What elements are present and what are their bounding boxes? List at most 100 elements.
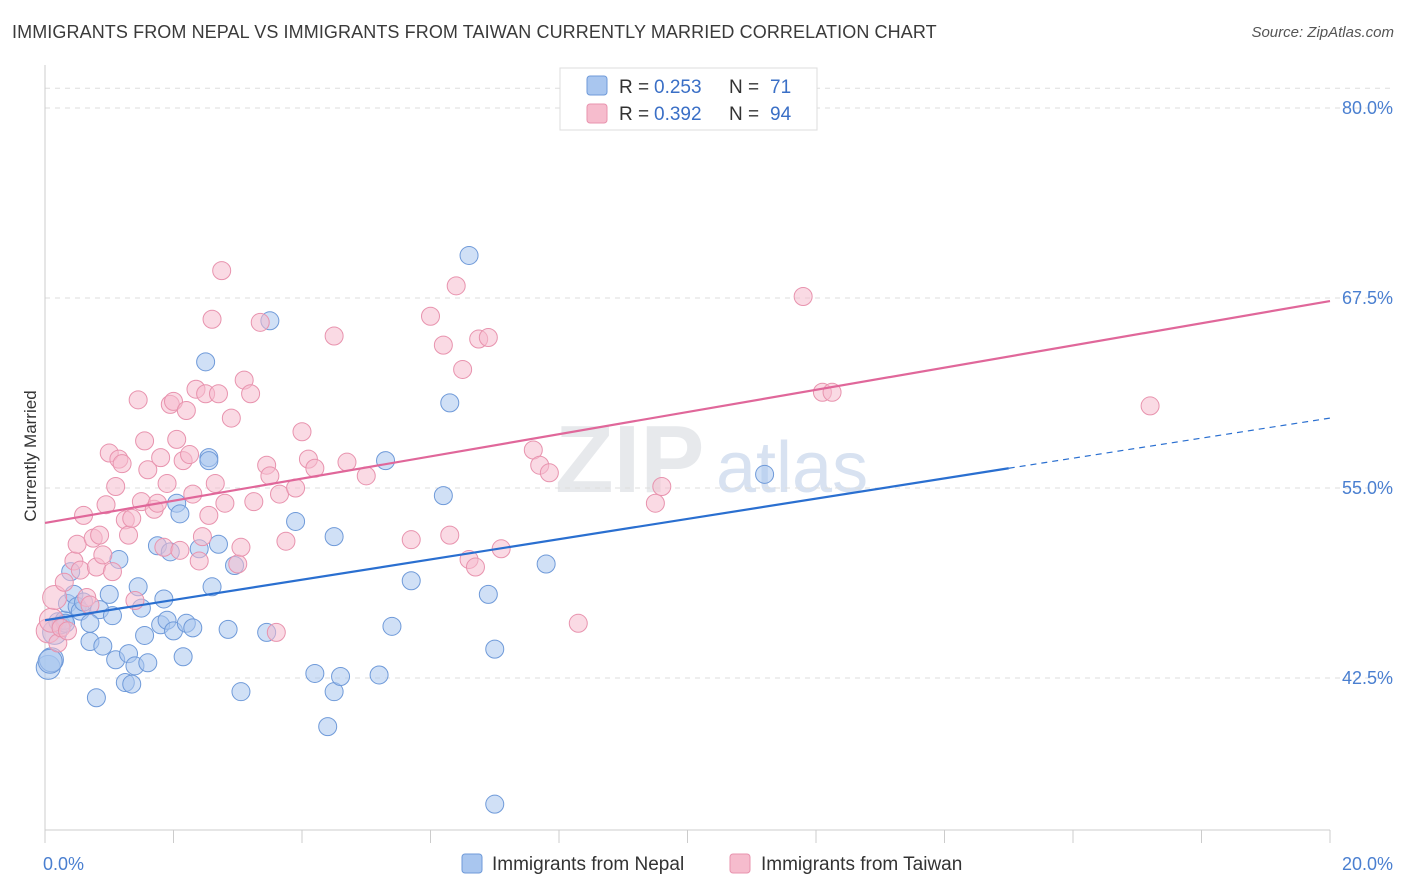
nepal-point bbox=[755, 464, 775, 484]
nepal-point bbox=[183, 618, 203, 638]
taiwan-point bbox=[539, 463, 559, 483]
bottom-legend-swatch-taiwan bbox=[729, 853, 751, 874]
legend-r-value-nepal: 0.253 bbox=[654, 77, 702, 98]
nepal-point bbox=[478, 584, 498, 604]
taiwan-point bbox=[292, 422, 312, 442]
taiwan-point bbox=[151, 448, 171, 468]
taiwan-point bbox=[42, 584, 68, 610]
nepal-point bbox=[459, 245, 479, 265]
nepal-point bbox=[305, 663, 325, 683]
nepal-point bbox=[331, 666, 351, 686]
watermark-zip: ZIP bbox=[555, 406, 704, 513]
taiwan-point bbox=[138, 460, 158, 480]
nepal-point bbox=[86, 688, 106, 708]
taiwan-point bbox=[212, 261, 232, 281]
nepal-point bbox=[138, 653, 158, 673]
taiwan-point bbox=[433, 335, 453, 355]
taiwan-point bbox=[1140, 396, 1160, 416]
taiwan-point bbox=[276, 531, 296, 551]
nepal-point bbox=[196, 352, 216, 372]
bottom-legend-label-nepal: Immigrants from Nepal bbox=[492, 854, 684, 875]
y-tick-label: 55.0% bbox=[1342, 478, 1393, 498]
watermark-atlas: atlas bbox=[716, 428, 868, 508]
taiwan-point bbox=[205, 473, 225, 493]
taiwan-point bbox=[793, 286, 813, 306]
chart-title: IMMIGRANTS FROM NEPAL VS IMMIGRANTS FROM… bbox=[12, 22, 937, 42]
nepal-point bbox=[382, 616, 402, 636]
legend-n-label-nepal: N = bbox=[729, 77, 759, 98]
taiwan-point bbox=[106, 476, 126, 496]
taiwan-point bbox=[157, 473, 177, 493]
taiwan-point bbox=[324, 326, 344, 346]
taiwan-point bbox=[112, 454, 132, 474]
nepal-point bbox=[324, 527, 344, 547]
nepal-point bbox=[433, 486, 453, 506]
taiwan-point bbox=[70, 560, 90, 580]
nepal-point bbox=[202, 577, 222, 597]
nepal-point bbox=[536, 554, 556, 574]
nepal-point bbox=[485, 794, 505, 814]
taiwan-point bbox=[54, 572, 74, 592]
nepal-point bbox=[318, 717, 338, 737]
taiwan-point bbox=[199, 505, 219, 525]
bottom-legend: Immigrants from Nepal Immigrants from Ta… bbox=[461, 853, 962, 875]
taiwan-point bbox=[122, 508, 142, 528]
nepal-point bbox=[286, 511, 306, 531]
nepal-point bbox=[199, 451, 219, 471]
y-tick-label: 80.0% bbox=[1342, 98, 1393, 118]
taiwan-point bbox=[221, 408, 241, 428]
nepal-point bbox=[122, 674, 142, 694]
taiwan-point bbox=[421, 306, 440, 326]
series-taiwan-points bbox=[35, 261, 1160, 653]
nepal-point bbox=[440, 393, 460, 413]
taiwan-point bbox=[167, 429, 187, 449]
nepal-point bbox=[99, 584, 119, 604]
taiwan-point bbox=[119, 525, 139, 545]
nepal-point bbox=[173, 647, 193, 667]
taiwan-point bbox=[176, 400, 196, 420]
taiwan-point bbox=[266, 622, 286, 642]
taiwan-point bbox=[128, 390, 148, 410]
taiwan-point bbox=[164, 391, 183, 411]
nepal-point bbox=[135, 625, 155, 645]
taiwan-point bbox=[645, 493, 665, 513]
nepal-point bbox=[401, 571, 421, 591]
taiwan-point bbox=[102, 562, 122, 582]
series-nepal-points bbox=[35, 245, 775, 814]
taiwan-point bbox=[154, 537, 174, 557]
nepal-point bbox=[37, 648, 63, 674]
nepal-point bbox=[231, 682, 251, 702]
taiwan-point bbox=[401, 530, 421, 550]
legend-swatch-taiwan bbox=[586, 103, 608, 124]
nepal-point bbox=[369, 665, 389, 685]
taiwan-point bbox=[250, 312, 270, 332]
taiwan-point bbox=[57, 621, 77, 641]
taiwan-point bbox=[478, 328, 498, 348]
legend-n-label-taiwan: N = bbox=[729, 104, 759, 125]
legend-r-label-nepal: R = bbox=[619, 77, 649, 98]
taiwan-point bbox=[170, 540, 190, 560]
taiwan-point bbox=[90, 525, 110, 545]
taiwan-point bbox=[180, 445, 200, 465]
taiwan-point bbox=[244, 492, 264, 512]
taiwan-point bbox=[446, 276, 466, 296]
taiwan-point bbox=[208, 384, 228, 404]
taiwan-point bbox=[231, 537, 251, 557]
nepal-point bbox=[93, 636, 113, 656]
bottom-legend-swatch-nepal bbox=[461, 853, 483, 874]
nepal-point bbox=[154, 589, 174, 609]
y-tick-labels: 42.5% 55.0% 67.5% 80.0% bbox=[1342, 98, 1393, 688]
nepal-trend-line bbox=[44, 467, 1009, 622]
legend-r-label-taiwan: R = bbox=[619, 104, 649, 125]
x-tick-label-min: 0.0% bbox=[43, 854, 84, 874]
axes bbox=[44, 65, 1331, 843]
taiwan-point bbox=[135, 431, 155, 451]
taiwan-point bbox=[337, 452, 357, 472]
taiwan-point bbox=[93, 545, 113, 565]
legend-n-value-taiwan: 94 bbox=[770, 104, 792, 125]
taiwan-point bbox=[440, 525, 460, 545]
nepal-point bbox=[376, 451, 396, 471]
nepal-point bbox=[170, 504, 190, 524]
taiwan-point bbox=[568, 613, 588, 633]
